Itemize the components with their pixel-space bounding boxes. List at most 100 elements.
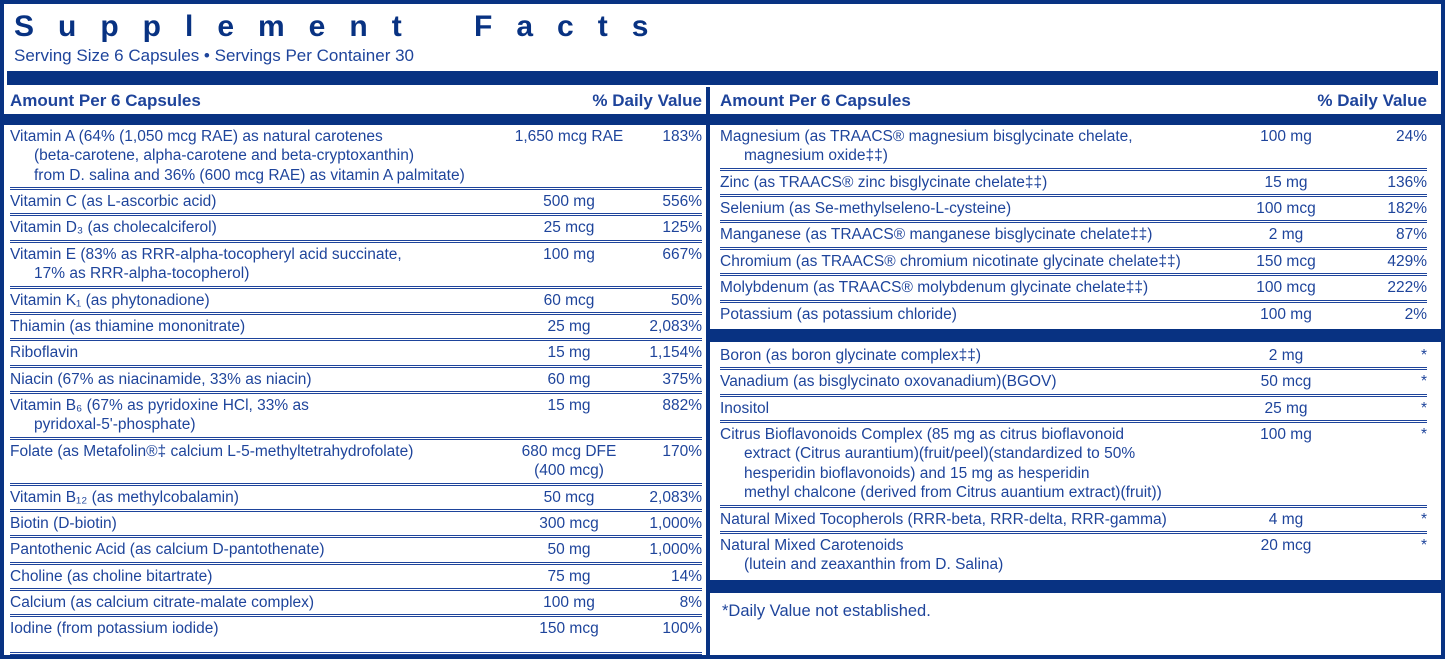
nutrient-daily-value: 100% — [662, 620, 702, 638]
nutrient-amount: 150 mcg — [539, 620, 599, 638]
nutrient-row: Magnesium (as TRAACS® magnesium bisglyci… — [720, 125, 1427, 168]
nutrient-daily-value: 222% — [1387, 279, 1427, 297]
nutrient-name: Chromium (as TRAACS® chromium nicotinate… — [720, 252, 1181, 270]
nutrient-name: Choline (as choline bitartrate) — [10, 567, 213, 585]
nutrient-name: Riboflavin — [10, 344, 79, 362]
nutrient-name: Vitamin B₆ (67% as pyridoxine HCl, 33% a… — [10, 397, 309, 434]
nutrient-amount: 2 mg — [1268, 346, 1304, 364]
facts-columns: Amount Per 6 Capsules % Daily Value Vita… — [4, 86, 1441, 655]
nutrient-row: Niacin (67% as niacinamide, 33% as niaci… — [10, 364, 702, 391]
left-nutrient-rows: Vitamin A (64% (1,050 mcg RAE) as natura… — [10, 125, 702, 655]
nutrient-daily-value: 24% — [1395, 127, 1427, 145]
right-header-bar — [710, 113, 1441, 125]
left-column-header: Amount Per 6 Capsules % Daily Value — [10, 87, 702, 114]
top-divider-bar — [7, 70, 1438, 85]
nutrient-row: Citrus Bioflavonoids Complex (85 mg as c… — [720, 420, 1427, 505]
nutrient-row: Molybdenum (as TRAACS® molybdenum glycin… — [720, 273, 1427, 299]
daily-value-footnote: *Daily Value not established. — [722, 601, 931, 620]
nutrient-daily-value: 2% — [1404, 305, 1427, 323]
nutrient-amount: 2 mg — [1268, 226, 1304, 244]
nutrient-daily-value: 2,083% — [649, 488, 702, 506]
daily-value-header-label: % Daily Value — [1317, 90, 1427, 110]
nutrient-row: Zinc (as TRAACS® zinc bisglycinate chela… — [720, 167, 1427, 194]
nutrient-row: Calcium (as calcium citrate-malate compl… — [10, 588, 702, 614]
serving-info: Serving Size 6 Capsules • Servings Per C… — [14, 45, 414, 65]
right-footer-divider-bar — [710, 579, 1441, 593]
right-column: Amount Per 6 Capsules % Daily Value Magn… — [710, 87, 1441, 655]
nutrient-name: Magnesium (as TRAACS® magnesium bisglyci… — [720, 127, 1133, 165]
nutrient-name: Boron (as boron glycinate complex‡‡) — [720, 346, 982, 364]
nutrient-amount: 100 mcg — [1256, 200, 1316, 218]
nutrient-row: Iodine (from potassium iodide) 150 mcg 100… — [10, 614, 702, 640]
nutrient-daily-value: 125% — [662, 219, 702, 237]
left-column: Amount Per 6 Capsules % Daily Value Vita… — [4, 87, 706, 655]
nutrient-daily-value: * — [1420, 373, 1427, 391]
nutrient-name: Potassium (as potassium chloride) — [720, 305, 957, 323]
nutrient-amount: 100 mg — [1260, 426, 1312, 444]
nutrient-name: Zinc (as TRAACS® zinc bisglycinate chela… — [720, 173, 1048, 191]
nutrient-row: Natural Mixed Tocopherols (RRR-beta, RRR… — [720, 504, 1427, 531]
nutrient-row: Vanadium (as bisglycinato oxovanadium)(B… — [720, 367, 1427, 393]
right-nutrient-rows-main: Magnesium (as TRAACS® magnesium bisglyci… — [720, 125, 1427, 326]
nutrient-row: Pantothenic Acid (as calcium D-pantothen… — [10, 535, 702, 561]
nutrient-amount: 500 mg — [543, 193, 595, 211]
nutrient-row: Inositol 25 mg * — [720, 393, 1427, 420]
nutrient-daily-value: 1,000% — [649, 541, 702, 559]
nutrient-amount: 100 mcg — [1256, 279, 1316, 297]
nutrient-name: Natural Mixed Tocopherols (RRR-beta, RRR… — [720, 510, 1167, 528]
right-column-header: Amount Per 6 Capsules % Daily Value — [720, 87, 1427, 114]
nutrient-amount: 60 mg — [547, 370, 591, 388]
nutrient-amount: 50 mcg — [1260, 373, 1312, 391]
nutrient-amount: 680 mcg DFE (400 mcg) — [521, 442, 617, 480]
nutrient-name: Vitamin B₁₂ (as methylcobalamin) — [10, 488, 239, 506]
nutrient-amount: 15 mg — [547, 397, 591, 415]
nutrient-row: Vitamin B₁₂ (as methylcobalamin) 50 mcg 2,… — [10, 482, 702, 509]
nutrient-amount: 20 mcg — [1260, 536, 1312, 554]
nutrient-amount: 100 mg — [1260, 305, 1312, 323]
nutrient-name: Inositol — [720, 399, 770, 417]
nutrient-name: Vitamin E (83% as RRR-alpha-tocopheryl a… — [10, 245, 402, 283]
nutrient-row: Vitamin C (as L-ascorbic acid) 500 mg 556% — [10, 187, 702, 213]
nutrient-name: Selenium (as Se-methylseleno-L-cysteine) — [720, 200, 1012, 218]
label-title: Supplement Facts — [14, 10, 673, 43]
nutrient-daily-value: 136% — [1387, 173, 1427, 191]
nutrient-amount: 300 mcg — [539, 514, 599, 532]
nutrient-name: Vitamin A (64% (1,050 mcg RAE) as natura… — [10, 127, 465, 184]
nutrient-daily-value: 182% — [1387, 200, 1427, 218]
nutrient-daily-value: * — [1420, 510, 1427, 528]
nutrient-row: Manganese (as TRAACS® manganese bisglyci… — [720, 220, 1427, 246]
nutrient-amount: 25 mg — [547, 317, 591, 335]
daily-value-header-label: % Daily Value — [592, 90, 702, 110]
nutrient-daily-value: 1,154% — [649, 344, 702, 362]
nutrient-daily-value: 8% — [679, 594, 702, 612]
nutrient-amount: 1,650 mcg RAE — [514, 127, 624, 145]
nutrient-name: Niacin (67% as niacinamide, 33% as niaci… — [10, 370, 312, 388]
nutrient-row: Choline (as choline bitartrate) 75 mg 14% — [10, 561, 702, 588]
nutrient-amount: 75 mg — [547, 567, 591, 585]
nutrient-amount: 100 mg — [543, 594, 595, 612]
nutrient-row: Vitamin D₃ (as cholecalciferol) 25 mcg 125… — [10, 213, 702, 239]
nutrient-name: Vitamin K₁ (as phytonadione) — [10, 291, 210, 309]
nutrient-daily-value: 429% — [1387, 252, 1427, 270]
nutrient-daily-value: 375% — [662, 370, 702, 388]
nutrient-amount: 100 mg — [1260, 127, 1312, 145]
nutrient-daily-value: * — [1420, 536, 1427, 554]
left-header-bar — [4, 113, 706, 125]
nutrient-amount: 150 mcg — [1256, 252, 1316, 270]
nutrient-name: Biotin (D-biotin) — [10, 514, 117, 532]
nutrient-name: Iodine (from potassium iodide) — [10, 620, 219, 638]
nutrient-name: Natural Mixed Carotenoids (lutein and ze… — [720, 536, 1004, 574]
nutrient-name: Manganese (as TRAACS® manganese bisglyci… — [720, 226, 1153, 244]
nutrient-amount: 15 mg — [547, 344, 591, 362]
nutrient-daily-value: * — [1420, 346, 1427, 364]
nutrient-daily-value: 87% — [1395, 226, 1427, 244]
nutrient-daily-value: * — [1420, 399, 1427, 417]
nutrient-row: Chromium (as TRAACS® chromium nicotinate… — [720, 246, 1427, 273]
nutrient-amount: 50 mcg — [543, 488, 595, 506]
nutrient-row: Potassium (as potassium chloride) 100 mg 2… — [720, 299, 1427, 326]
nutrient-row: Vitamin K₁ (as phytonadione) 60 mcg 50% — [10, 285, 702, 312]
nutrient-row: Thiamin (as thiamine mononitrate) 25 mg 2,… — [10, 311, 702, 338]
nutrient-daily-value: 50% — [670, 291, 702, 309]
nutrient-name: Folate (as Metafolin®‡ calcium L-5-methy… — [10, 442, 414, 460]
